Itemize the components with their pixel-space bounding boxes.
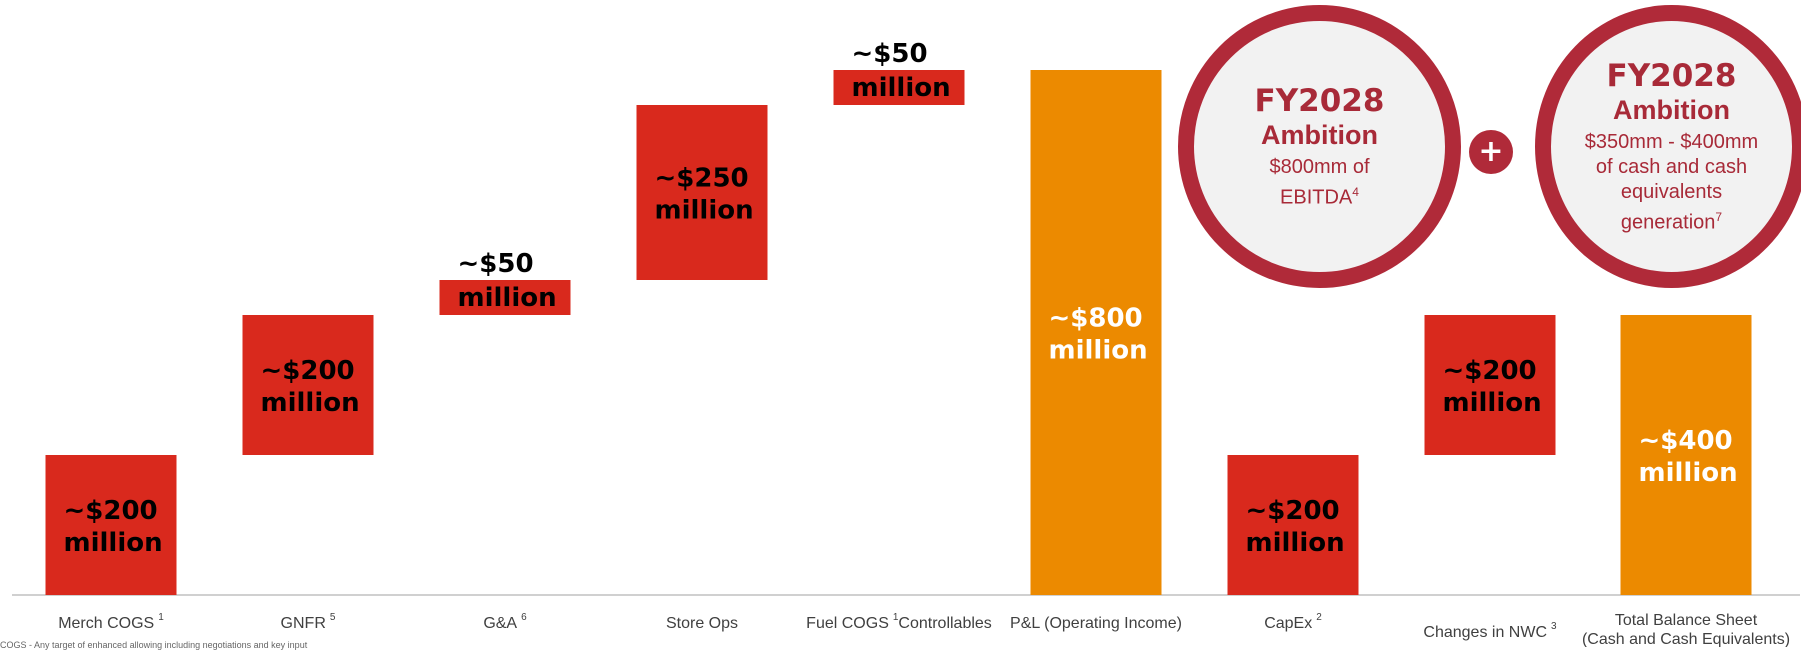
category-label-p-l-operating-income: P&L (Operating Income) <box>1010 615 1182 632</box>
ebitda-ambition-bubble: FY2028 Ambition $800mm of EBITDA4 <box>1178 5 1461 288</box>
ebitda-footnote-ref: 4 <box>1352 184 1359 199</box>
bar-store-ops <box>636 105 768 280</box>
category-label-merch-cogs: Merch COGS 1 <box>58 612 164 632</box>
cash-desc-text: $350mm - $400mm of cash and cash equival… <box>1584 130 1759 234</box>
bar-changes-in-nwc <box>1424 315 1556 455</box>
footnote: COGS - Any target of enhanced allowing i… <box>0 640 308 650</box>
category-label-capex: CapEx 2 <box>1264 612 1322 632</box>
data-label-amount-merch-cogs: ~$200 <box>64 496 158 526</box>
data-label-amount-store-ops: ~$250 <box>655 164 749 194</box>
category-label-changes-in-nwc: Changes in NWC 3 <box>1423 621 1557 641</box>
category-label-total-balance-sheet: Total Balance Sheet <box>1615 612 1758 629</box>
data-label-amount-gnfr: ~$200 <box>261 356 355 386</box>
category-label-g-a: G&A 6 <box>483 612 527 632</box>
bar-merch-cogs <box>45 455 177 595</box>
ebitda-bubble-ambition: Ambition <box>1261 119 1378 150</box>
data-label-unit-gnfr: million <box>261 388 360 418</box>
plus-icon: + <box>1469 130 1513 174</box>
bar-fuel-cogs <box>833 70 965 105</box>
data-label-amount-fuel-cogs: ~$50 <box>852 39 928 69</box>
data-label-unit-p-l-operating-income: million <box>1049 336 1148 366</box>
bar-capex <box>1227 455 1359 595</box>
data-label-amount-p-l-operating-income: ~$800 <box>1049 304 1143 334</box>
category-label-store-ops: Store Ops <box>666 615 738 632</box>
data-label-amount-g-a: ~$50 <box>458 249 534 279</box>
cash-ambition-bubble: FY2028 Ambition $350mm - $400mm of cash … <box>1535 5 1801 288</box>
data-label-unit-merch-cogs: million <box>64 528 163 558</box>
category-label-line2-total-balance-sheet: (Cash and Cash Equivalents) <box>1582 631 1790 647</box>
data-label-amount-capex: ~$200 <box>1246 496 1340 526</box>
cash-bubble-description: $350mm - $400mm of cash and cash equival… <box>1577 130 1767 236</box>
data-label-amount-changes-in-nwc: ~$200 <box>1443 356 1537 386</box>
data-label-unit-fuel-cogs: million <box>852 73 951 103</box>
ebitda-bubble-year: FY2028 <box>1254 82 1385 119</box>
data-label-unit-total-balance-sheet: million <box>1639 458 1738 488</box>
data-label-unit-g-a: million <box>458 283 557 313</box>
category-label-fuel-cogs: Fuel COGS 1Controllables <box>806 612 992 632</box>
category-label-gnfr: GNFR 5 <box>281 612 336 632</box>
bar-p-l-operating-income <box>1030 70 1162 595</box>
ebitda-desc-text: $800mm of EBITDA <box>1269 155 1370 209</box>
cash-bubble-year: FY2028 <box>1606 57 1737 94</box>
bar-g-a <box>439 280 571 315</box>
data-label-unit-capex: million <box>1246 528 1345 558</box>
cash-footnote-ref: 7 <box>1715 209 1723 224</box>
bar-gnfr <box>242 315 374 455</box>
ebitda-bubble-description: $800mm of EBITDA4 <box>1240 155 1400 211</box>
data-label-unit-store-ops: million <box>655 196 754 226</box>
bar-total-balance-sheet <box>1620 315 1752 595</box>
data-label-amount-total-balance-sheet: ~$400 <box>1639 426 1733 456</box>
cash-bubble-ambition: Ambition <box>1613 94 1730 125</box>
data-label-unit-changes-in-nwc: million <box>1443 388 1542 418</box>
